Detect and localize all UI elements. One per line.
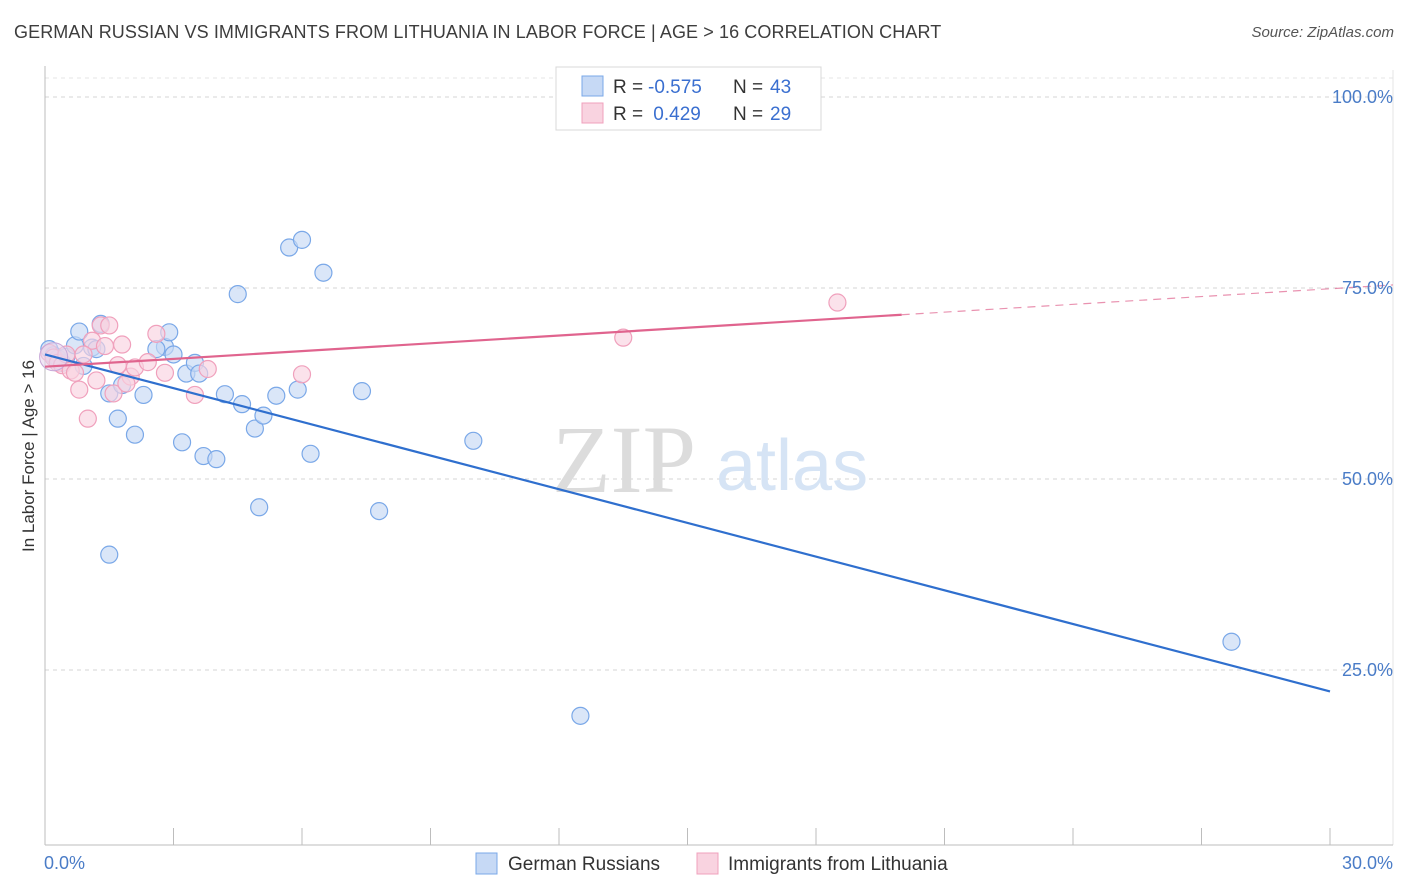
legend-n-label-2: N = bbox=[733, 104, 763, 125]
x-tick-label-1: 30.0% bbox=[1342, 853, 1393, 873]
watermark-atlas: atlas bbox=[716, 426, 868, 506]
point-series1-19 bbox=[138, 353, 157, 372]
legend-r-label-2: R = bbox=[613, 104, 643, 125]
point-series1-24 bbox=[292, 365, 312, 384]
point-series0-35 bbox=[292, 230, 312, 249]
point-series0-29 bbox=[245, 419, 264, 438]
point-series1-14 bbox=[104, 384, 123, 403]
y-tick-labels: 25.0% 50.0% 75.0% 100.0% bbox=[1332, 87, 1393, 680]
point-series1-21 bbox=[155, 363, 175, 382]
point-series0-40 bbox=[464, 431, 483, 450]
point-series1-10 bbox=[87, 371, 106, 390]
grid-lines bbox=[45, 70, 1394, 845]
legend-n-label-1: N = bbox=[733, 77, 763, 98]
axes bbox=[44, 66, 1393, 846]
legend-swatch-german-russians bbox=[581, 75, 604, 97]
bottom-legend-label-german-russians: German Russians bbox=[508, 854, 660, 875]
bottom-legend-swatch-german-russians bbox=[475, 852, 498, 875]
y-axis-title: In Labor Force | Age > 16 bbox=[19, 360, 38, 552]
bottom-legend: German Russians Immigrants from Lithuani… bbox=[475, 852, 948, 875]
point-series0-25 bbox=[207, 450, 226, 469]
point-series1-12 bbox=[95, 336, 115, 356]
legend-r-label-1: R = bbox=[613, 77, 643, 98]
point-series0-34 bbox=[288, 380, 307, 399]
legend-n-value-1: 43 bbox=[770, 77, 791, 98]
point-series1-7 bbox=[70, 380, 89, 399]
legend-n-value-2: 29 bbox=[770, 104, 791, 125]
point-series0-43 bbox=[1222, 632, 1241, 651]
legend-swatch-lithuania bbox=[581, 102, 604, 124]
point-series1-23 bbox=[198, 359, 217, 379]
top-legend: R = -0.575 N = 43 R = 0.429 N = 29 bbox=[555, 66, 822, 131]
point-series0-38 bbox=[352, 382, 372, 401]
legend-r-value-2: 0.429 bbox=[648, 104, 701, 125]
bottom-legend-label-lithuania: Immigrants from Lithuania bbox=[728, 854, 948, 875]
point-series1-20 bbox=[147, 324, 166, 343]
point-series0-6 bbox=[70, 322, 89, 341]
point-series1-6 bbox=[65, 363, 85, 382]
point-series0-20 bbox=[172, 433, 192, 452]
point-series1-28 bbox=[74, 345, 93, 364]
y-tick-label-3: 100.0% bbox=[1332, 87, 1393, 107]
point-series0-39 bbox=[370, 501, 389, 521]
y-tick-label-0: 25.0% bbox=[1342, 660, 1393, 680]
point-series1-13 bbox=[100, 316, 119, 335]
trend-line-1 bbox=[44, 313, 902, 368]
point-series1-26 bbox=[828, 293, 847, 312]
point-series0-37 bbox=[314, 263, 333, 282]
chart-title: GERMAN RUSSIAN VS IMMIGRANTS FROM LITHUA… bbox=[14, 22, 942, 42]
x-tick-labels: 0.0% 30.0% bbox=[44, 853, 1393, 873]
trend-line-0 bbox=[44, 353, 1331, 693]
watermark: ZIP atlas bbox=[552, 406, 868, 513]
trend-line-dashed-1 bbox=[901, 284, 1394, 316]
point-series0-14 bbox=[125, 425, 145, 444]
point-series1-25 bbox=[614, 328, 633, 347]
y-tick-label-2: 75.0% bbox=[1342, 278, 1393, 298]
bottom-legend-swatch-lithuania bbox=[696, 852, 719, 875]
point-series0-27 bbox=[228, 285, 247, 304]
trend-lines bbox=[44, 284, 1394, 693]
watermark-zip: ZIP bbox=[552, 406, 696, 513]
legend-r-value-1: -0.575 bbox=[648, 77, 702, 98]
point-series0-12 bbox=[108, 409, 127, 428]
data-points bbox=[39, 230, 1241, 725]
y-tick-label-1: 50.0% bbox=[1342, 469, 1393, 489]
point-series0-42 bbox=[571, 706, 590, 725]
x-tick-label-0: 0.0% bbox=[44, 853, 85, 873]
chart-source: Source: ZipAtlas.com bbox=[1251, 24, 1394, 41]
point-series0-15 bbox=[134, 385, 153, 405]
point-series0-36 bbox=[301, 444, 320, 463]
point-series0-19 bbox=[164, 345, 183, 364]
point-series1-8 bbox=[78, 409, 97, 428]
point-series1-16 bbox=[112, 335, 132, 354]
point-series0-30 bbox=[250, 498, 269, 517]
point-series0-41 bbox=[100, 545, 119, 564]
point-series0-32 bbox=[267, 386, 286, 405]
